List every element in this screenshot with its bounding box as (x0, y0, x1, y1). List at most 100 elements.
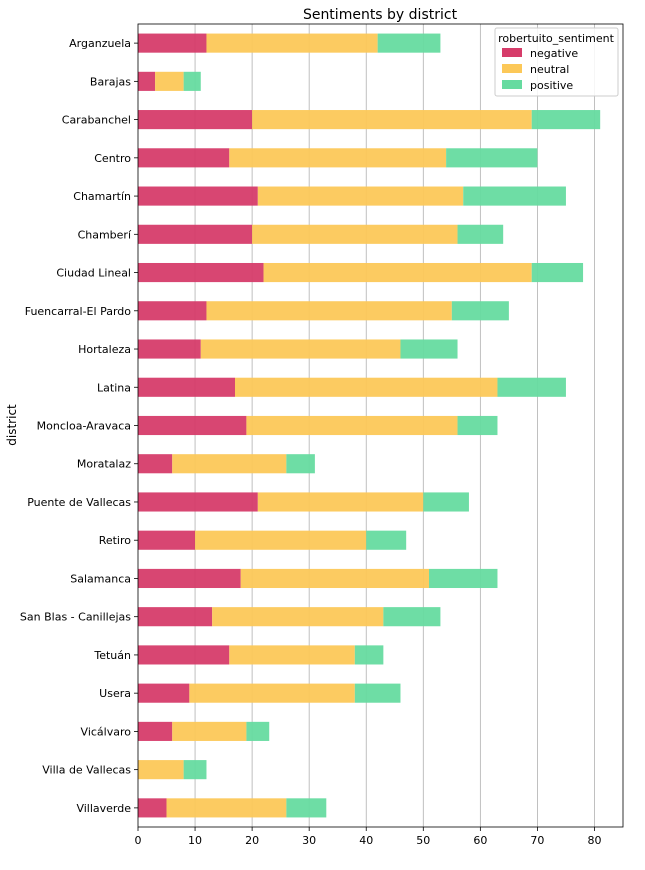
x-tick-label: 50 (416, 834, 430, 847)
legend-label: neutral (530, 63, 569, 76)
bar-positive (183, 71, 201, 91)
bar-positive (446, 148, 538, 168)
bar-neutral (172, 721, 247, 741)
bar-negative (138, 454, 173, 474)
axes: 0 10 20 30 40 50 60 70 80 Arganzuela Barajas Caraba… (20, 23, 624, 847)
bar-positive (183, 760, 207, 780)
bar-negative (138, 798, 167, 818)
x-tick-label: 10 (188, 834, 202, 847)
y-tick-label: Barajas (90, 75, 131, 88)
legend-box (494, 27, 619, 97)
bar-positive (377, 33, 441, 53)
bar-neutral (166, 798, 287, 818)
bar-negative (138, 492, 258, 512)
legend-label: negative (530, 47, 578, 60)
bar-neutral (200, 339, 401, 359)
y-tick-label: Arganzuela (69, 37, 131, 50)
bar-neutral (195, 530, 367, 550)
bar-positive (423, 492, 469, 512)
legend-title: robertuito_sentiment (498, 32, 614, 45)
bar-neutral (155, 71, 184, 91)
y-tick-label: Villaverde (76, 802, 131, 815)
y-tick-label: Ciudad Lineal (56, 267, 131, 280)
bar-positive (463, 186, 566, 206)
bar-neutral (252, 224, 458, 244)
plot-frame (137, 23, 624, 828)
y-tick-label: Moncloa-Aravaca (37, 420, 131, 433)
bar-neutral (240, 568, 429, 589)
bar-negative (138, 377, 235, 397)
legend-swatch (502, 80, 522, 89)
bar-negative (138, 339, 201, 359)
x-tick-label: 30 (302, 834, 316, 847)
bar-neutral (229, 645, 355, 665)
y-tick-label: Tetuán (93, 649, 131, 662)
legend-swatch (502, 48, 522, 57)
bar-negative (138, 110, 253, 130)
y-tick-label: Chamartín (73, 190, 131, 203)
y-tick-label: Fuencarral-El Pardo (25, 305, 132, 318)
y-tick-label: Chamberí (78, 228, 132, 241)
bar-positive (286, 454, 315, 474)
bar-neutral (229, 148, 447, 168)
x-tick-label: 70 (530, 834, 544, 847)
y-tick-label: Latina (97, 381, 131, 394)
legend-label: positive (530, 79, 573, 92)
legend: robertuito_sentiment negative neutral posi… (494, 27, 619, 97)
bar-positive (246, 721, 270, 741)
bar-neutral (172, 454, 287, 474)
bar-neutral (257, 186, 464, 206)
bar-neutral (257, 492, 424, 512)
bar-negative (138, 530, 196, 550)
y-tick-label: Centro (94, 152, 131, 165)
bar-negative (138, 415, 247, 436)
bar-neutral (206, 33, 378, 53)
x-tick-label: 60 (473, 834, 487, 847)
bar-negative (138, 71, 156, 91)
bar-positive (531, 110, 601, 130)
y-tick-label: Vicálvaro (81, 725, 132, 738)
bar-positive (457, 224, 504, 244)
bar-neutral (212, 607, 384, 627)
bar-positive (400, 339, 458, 359)
bar-negative (138, 568, 241, 589)
bar-negative (138, 683, 190, 703)
bar-negative (138, 301, 207, 321)
bar-positive (457, 415, 498, 436)
bar-positive (286, 798, 327, 818)
bar-positive (451, 301, 509, 321)
x-tick-label: 0 (135, 834, 142, 847)
legend-swatch (502, 64, 522, 73)
x-tick-label: 80 (587, 834, 601, 847)
bar-neutral (246, 415, 458, 436)
y-tick-label: Hortaleza (78, 343, 131, 356)
bar-positive (497, 377, 566, 397)
bar-neutral (189, 683, 355, 703)
y-tick-label: Puente de Vallecas (27, 496, 131, 509)
y-tick-label: San Blas - Canillejas (20, 611, 131, 624)
bar-negative (138, 645, 230, 665)
bar-positive (366, 530, 407, 550)
x-tick-label: 20 (245, 834, 259, 847)
bar-positive (531, 262, 584, 283)
bar-neutral (263, 262, 532, 283)
bar-negative (138, 607, 213, 627)
y-tick-label: Usera (99, 687, 131, 700)
bar-positive (383, 607, 441, 627)
bar-negative (138, 33, 207, 53)
bar-neutral (138, 760, 184, 780)
bar-negative (138, 186, 258, 206)
y-tick-label: Salamanca (70, 572, 131, 585)
bar-neutral (235, 377, 498, 397)
y-tick-label: Carabanchel (62, 114, 131, 127)
y-tick-label: Moratalaz (77, 458, 131, 471)
bar-neutral (206, 301, 452, 321)
bar-negative (138, 262, 264, 283)
bar-negative (138, 148, 230, 168)
bar-neutral (252, 110, 532, 130)
bar-negative (138, 721, 173, 741)
bars (138, 33, 601, 818)
bar-negative (138, 224, 253, 244)
